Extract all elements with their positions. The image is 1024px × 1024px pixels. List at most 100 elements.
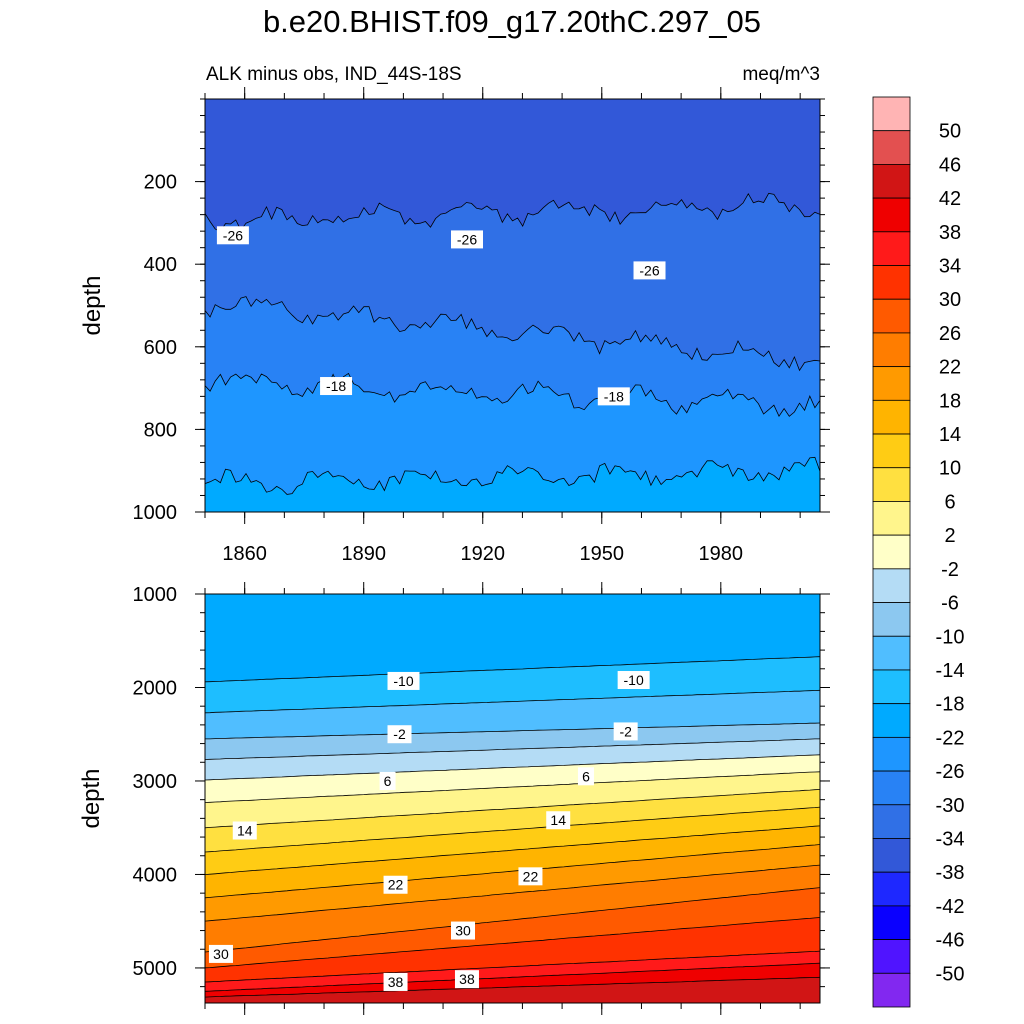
contour-label-box: [387, 725, 412, 744]
plot-area-lower: -10 -10 -2 -2 6 6 14 14 22 22 30 30 38 38: [205, 594, 820, 1003]
colorbar-swatch: [872, 635, 911, 671]
contour-label--26: -26: [451, 230, 483, 249]
colorbar-label: -22: [936, 727, 965, 749]
colorbar-swatch: [872, 298, 911, 334]
contour-label-text: 6: [582, 768, 590, 784]
x-tick-label: 1950: [580, 543, 625, 565]
colorbar-label: -2: [941, 559, 959, 581]
contour-line-level-6: [205, 771, 820, 803]
contour-label-box: [546, 811, 571, 830]
y-tick-label: 5000: [133, 958, 178, 980]
colorbar-swatch: [872, 467, 911, 502]
contour-label-box: [387, 671, 420, 690]
panel-subtitle-left: ALK minus obs, IND_44S-18S: [206, 64, 462, 85]
contour-label--2: -2: [613, 722, 638, 741]
y-tick-label: 4000: [133, 864, 178, 886]
contour-label-22: 22: [518, 867, 543, 886]
colorbar-label: -10: [936, 626, 965, 648]
colorbar-swatch: [872, 96, 911, 132]
plot-frame: [204, 593, 821, 1004]
colorbar-swatch: [872, 231, 911, 266]
contour-label-30: 30: [451, 921, 475, 940]
y-tick-label: 200: [144, 172, 177, 194]
contour-line-level-26: [205, 864, 820, 922]
contour-label-text: 30: [213, 946, 229, 962]
colorbar: 50 46 42 38 34 30 26 22 18 14 10 6 2 -2 -6 -10 -14 -18 -22…: [872, 96, 965, 1008]
contour-label--26: -26: [633, 261, 666, 280]
contour-line-level--30: [205, 192, 820, 233]
contour-line-level--14: [205, 656, 820, 683]
contour-label-box: [208, 944, 233, 963]
contour-label-box: [320, 377, 353, 396]
colorbar-label: 46: [939, 154, 961, 176]
contour-label-box: [451, 230, 483, 249]
contour-label-6: 6: [379, 771, 396, 790]
contour-line-level-18: [205, 825, 820, 875]
colorbar-label: 26: [939, 323, 961, 345]
x-tick-label: 1920: [460, 543, 505, 565]
y-tick-label: 3000: [133, 771, 178, 793]
x-tick-label: 1890: [341, 543, 386, 565]
y-tick-label: 1000: [133, 502, 178, 524]
contour-label--10: -10: [617, 671, 650, 690]
contour-line-level-10: [205, 789, 820, 829]
contour-label-text: 38: [388, 974, 404, 990]
contour-label-box: [518, 867, 543, 886]
colorbar-swatch: [872, 703, 911, 738]
contour-label-text: 14: [550, 812, 566, 828]
colorbar-swatch: [872, 433, 911, 469]
colorbar-label: 42: [939, 188, 961, 210]
colorbar-label: 18: [939, 390, 961, 412]
colorbar-swatch: [872, 972, 911, 1008]
contour-line-level--2: [205, 738, 820, 760]
colorbar-label: -38: [936, 862, 965, 884]
colorbar-swatch: [872, 905, 911, 940]
contour-label-box: [613, 722, 638, 741]
colorbar-label: 22: [939, 357, 961, 379]
contour-label-text: -2: [619, 723, 632, 739]
contour-label-text: -18: [604, 388, 624, 404]
contour-line-level--26: [205, 296, 820, 372]
colorbar-swatch: [872, 197, 911, 233]
colorbar-label: -14: [936, 660, 965, 682]
colorbar-swatch: [872, 770, 911, 806]
contour-label-text: 22: [388, 877, 404, 893]
contour-label-text: -26: [639, 262, 659, 278]
plot-frame: [204, 98, 821, 513]
contour-label-box: [216, 226, 249, 245]
colorbar-swatch: [872, 568, 911, 603]
colorbar-label: -26: [936, 761, 965, 783]
colorbar-label: 2: [944, 525, 955, 547]
contour-line-level-22: [205, 844, 820, 899]
colorbar-label: -18: [936, 694, 965, 716]
y-tick-label: 1000: [133, 584, 178, 606]
y-tick-label: 2000: [133, 677, 178, 699]
colorbar-swatch: [872, 534, 911, 570]
y-tick-label: 600: [144, 337, 177, 359]
colorbar-swatch: [872, 838, 911, 873]
colorbar-swatch: [872, 366, 911, 401]
panel-subtitle-units: meq/m^3: [742, 64, 820, 85]
contour-label-box: [633, 261, 666, 280]
contour-label-22: 22: [383, 875, 408, 894]
colorbar-label: -34: [936, 828, 965, 850]
contour-fill-level-46: [205, 977, 820, 1003]
colorbar-swatch: [872, 602, 911, 637]
y-tick-label: 400: [144, 254, 177, 276]
colorbar-swatch: [872, 130, 911, 165]
contour-label--2: -2: [387, 725, 412, 744]
contour-label--10: -10: [387, 671, 420, 690]
contour-label-text: 6: [384, 773, 392, 789]
colorbar-label: -46: [936, 930, 965, 952]
panel-upper: -26 -26 -26 -18 -18 200 400 600 800 1000 1860 1890 1…: [79, 87, 830, 565]
colorbar-swatch: [872, 669, 911, 705]
contour-line-level--18: [205, 456, 820, 495]
contour-line-level--10: [205, 689, 820, 714]
colorbar-swatch: [872, 804, 911, 839]
colorbar-label: 50: [939, 121, 961, 143]
contour-label-box: [451, 921, 475, 940]
colorbar-label: 30: [939, 289, 961, 311]
contour-label-30: 30: [208, 944, 233, 963]
figure-title: b.e20.BHIST.f09_g17.20thC.297_05: [262, 4, 762, 39]
x-tick-label: 1860: [222, 543, 267, 565]
